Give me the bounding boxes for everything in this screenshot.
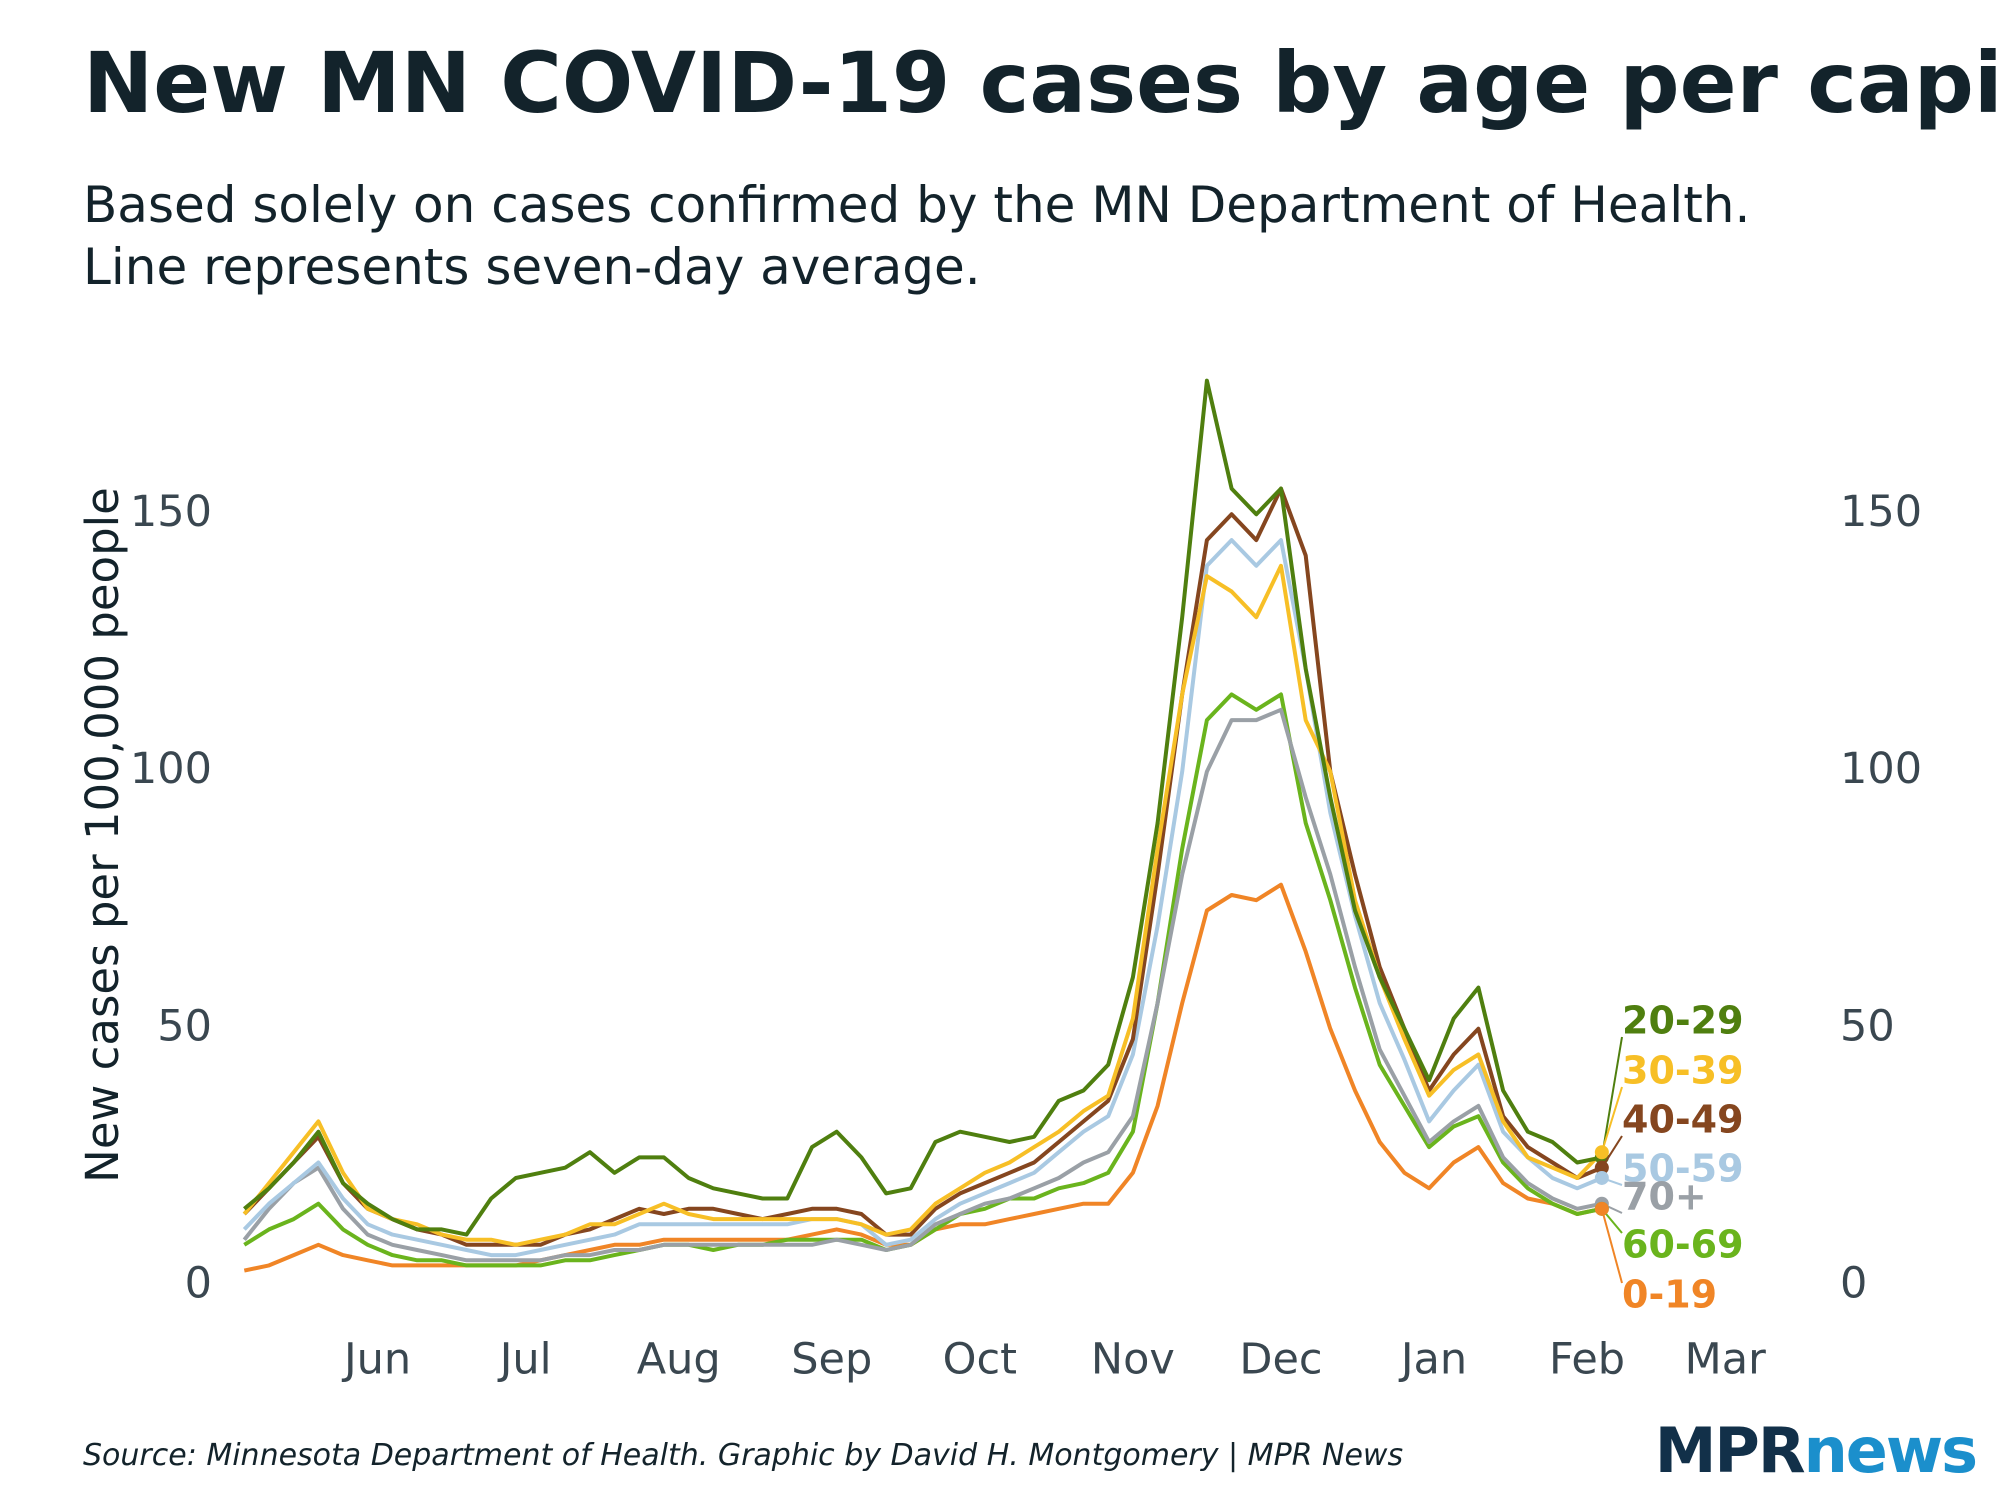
legend-label: 40-49 <box>1622 1098 1744 1142</box>
y2-tick-label: 0 <box>1840 1259 1867 1309</box>
source-note: Source: Minnesota Department of Health. … <box>83 1438 1403 1473</box>
x-tick-label: Mar <box>1685 1335 1766 1385</box>
x-tick-label: Sep <box>791 1335 872 1385</box>
series-line <box>242 563 1604 1247</box>
chart-title: New MN COVID-19 cases by age per capita <box>83 34 2000 132</box>
x-tick-label: Aug <box>637 1335 721 1385</box>
end-point <box>1594 1170 1609 1185</box>
y-axis-label: New cases per 100,000 people <box>76 487 129 1183</box>
y-tick-label: 100 <box>130 744 212 794</box>
logo: MPRnews <box>1655 1414 1976 1487</box>
x-tick-label: Feb <box>1549 1335 1625 1385</box>
legend-label: 30-39 <box>1622 1049 1744 1093</box>
y2-tick-label: 50 <box>1840 1001 1895 1051</box>
series-line <box>242 486 1603 1247</box>
x-tick-label: Dec <box>1239 1335 1322 1385</box>
logo-mpr: MPR <box>1655 1414 1805 1487</box>
x-tick-label: Oct <box>943 1335 1017 1385</box>
series-line <box>242 707 1603 1263</box>
x-tick-label: Jan <box>1398 1335 1467 1385</box>
legend-label: 20-29 <box>1622 999 1744 1043</box>
y2-tick-label: 100 <box>1840 744 1922 794</box>
x-tick-label: Nov <box>1091 1335 1175 1385</box>
legend-label: 60-69 <box>1622 1223 1744 1267</box>
chart-subtitle: Line represents seven-day average. <box>83 238 981 296</box>
end-point <box>1594 1160 1609 1175</box>
legend-label: 50-59 <box>1622 1147 1744 1191</box>
x-tick-label: Jun <box>341 1335 411 1385</box>
series-line <box>243 882 1603 1273</box>
leader-line <box>1600 1208 1623 1284</box>
legend-label: 70+ <box>1622 1175 1707 1219</box>
y-tick-label: 150 <box>130 487 212 537</box>
chart-subtitle: Based solely on cases confirmed by the M… <box>83 176 1750 234</box>
y2-tick-label: 150 <box>1840 487 1922 537</box>
leader-line <box>1600 1036 1623 1158</box>
series-line <box>243 378 1603 1237</box>
x-tick-label: Jul <box>497 1335 552 1385</box>
series-line <box>243 692 1603 1268</box>
legend-label: 0-19 <box>1622 1273 1717 1317</box>
leader-line <box>1600 1086 1623 1153</box>
y-tick-label: 0 <box>185 1259 212 1309</box>
series-line <box>242 538 1603 1258</box>
end-point <box>1594 1201 1609 1216</box>
plot-area: 0 0 50 50 100 100 150 150 Jun Jul Aug Sep Oct Nov Dec J… <box>130 378 1922 1385</box>
logo-news: news <box>1804 1414 1976 1487</box>
end-point <box>1594 1145 1609 1160</box>
y-tick-label: 50 <box>157 1001 212 1051</box>
